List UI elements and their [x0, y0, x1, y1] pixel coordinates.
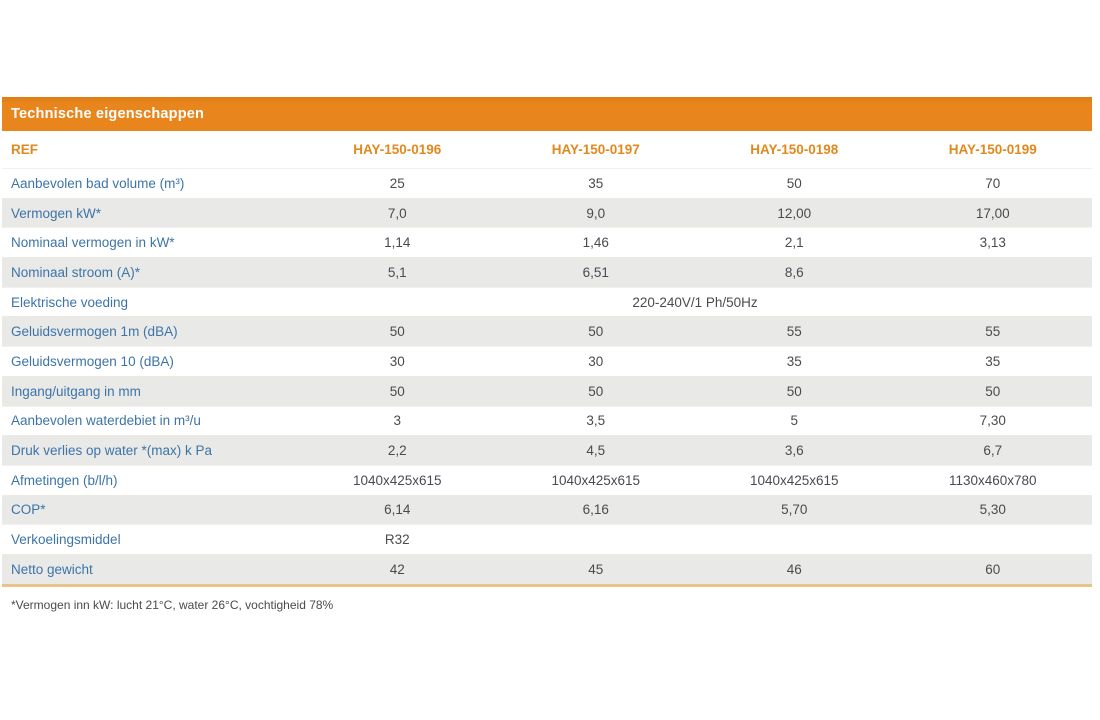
ref-header-row: REF HAY-150-0196 HAY-150-0197 HAY-150-01…: [2, 131, 1092, 168]
table-title-bar: Technische eigenschappen: [2, 97, 1092, 131]
row-label: Netto gewicht: [11, 561, 93, 577]
column-header: HAY-150-0196: [353, 142, 442, 157]
table-row: Geluidsvermogen 10 (dBA) 30 30 35 35: [2, 346, 1092, 376]
cell-value: 1130x460x780: [948, 472, 1037, 488]
table-row: COP* 6,14 6,16 5,70 5,30: [2, 494, 1092, 525]
cell-value: 9,0: [586, 205, 606, 221]
table-row: Geluidsvermogen 1m (dBA) 50 50 55 55: [2, 316, 1092, 347]
cell-value: 7,0: [387, 205, 407, 221]
cell-value: 1040x425x615: [551, 472, 641, 488]
cell-value: 6,14: [384, 502, 411, 518]
table-row: Verkoelingsmiddel R32: [2, 524, 1092, 554]
row-label: Elektrische voeding: [11, 294, 129, 310]
table-body: Aanbevolen bad volume (m³) 25 35 50 70 Vermog…: [2, 168, 1092, 587]
cell-value: 2,2: [387, 443, 407, 459]
cell-value: 35: [985, 353, 1001, 369]
cell-value: 42: [389, 561, 405, 577]
row-label: Druk verlies op water *(max) k Pa: [11, 443, 213, 459]
cell-value: 6,16: [582, 502, 609, 518]
row-label: Nominaal stroom (A)*: [11, 264, 141, 280]
cell-value: 55: [985, 324, 1001, 340]
cell-value: 1,14: [384, 235, 411, 251]
cell-value: 30: [588, 353, 604, 369]
cell-value: 1,46: [582, 235, 609, 251]
cell-value: 8,6: [784, 264, 804, 280]
cell-value: 50: [389, 324, 405, 340]
cell-value: 45: [588, 561, 604, 577]
table-row: Netto gewicht 42 45 46 60: [2, 553, 1092, 584]
cell-value: 5: [790, 413, 798, 429]
table-row: Vermogen kW* 7,0 9,0 12,00 17,00: [2, 197, 1092, 228]
cell-value: 5,30: [979, 502, 1006, 518]
table-row: Druk verlies op water *(max) k Pa 2,2 4,5 3…: [2, 435, 1092, 465]
cell-value: 5,70: [781, 502, 808, 518]
table-row: Elektrische voeding 220-240V/1 Ph/50Hz: [2, 286, 1092, 317]
cell-value: 50: [786, 383, 802, 399]
cell-value: 55: [786, 324, 802, 340]
cell-value: 17,00: [975, 205, 1010, 221]
table-row: Afmetingen (b/l/h) 1040x425x615 1040x425x6…: [2, 464, 1092, 495]
row-label: Aanbevolen waterdebiet in m³/u: [11, 413, 201, 429]
cell-value: 30: [389, 353, 405, 369]
column-header: HAY-150-0197: [551, 142, 640, 157]
cell-value: 50: [389, 383, 405, 399]
cell-value: 70: [985, 175, 1001, 191]
row-label: Afmetingen (b/l/h): [11, 472, 118, 488]
spec-table: Technische eigenschappen REF HAY-150-019…: [2, 97, 1092, 612]
row-label: Nominaal vermogen in kW*: [11, 235, 175, 251]
row-label: Geluidsvermogen 10 (dBA): [11, 353, 174, 369]
row-label: Geluidsvermogen 1m (dBA): [11, 324, 178, 340]
row-label: Vermogen kW*: [11, 205, 102, 221]
table-row: Aanbevolen bad volume (m³) 25 35 50 70: [2, 168, 1092, 198]
cell-value: 60: [985, 561, 1001, 577]
cell-value: R32: [384, 532, 410, 548]
row-label: Verkoelingsmiddel: [11, 532, 121, 548]
cell-value: 2,1: [784, 235, 804, 251]
cell-value: 35: [588, 175, 604, 191]
cell-value: 3,5: [586, 413, 606, 429]
cell-value: 1040x425x615: [352, 472, 442, 488]
cell-value: 3,6: [784, 443, 804, 459]
cell-value: 3,13: [979, 235, 1006, 251]
table-row: Ingang/uitgang in mm 50 50 50 50: [2, 375, 1092, 406]
cell-value: 1040x425x615: [749, 472, 839, 488]
footnote: *Vermogen inn kW: lucht 21°C, water 26°C…: [11, 597, 334, 612]
table-row: Nominaal stroom (A)* 5,1 6,51 8,6: [2, 257, 1092, 287]
cell-value: 50: [786, 175, 802, 191]
column-header: HAY-150-0199: [948, 142, 1037, 157]
cell-value: 6,51: [582, 264, 609, 280]
table-row: Nominaal vermogen in kW* 1,14 1,46 2,1 3,13: [2, 227, 1092, 258]
cell-value: 35: [786, 353, 802, 369]
cell-value: 5,1: [387, 264, 407, 280]
cell-value: 50: [588, 383, 604, 399]
cell-value: 6,7: [983, 443, 1003, 459]
cell-value: 4,5: [586, 443, 606, 459]
cell-value: 50: [588, 324, 604, 340]
row-label: COP*: [11, 502, 46, 518]
cell-value: 50: [985, 383, 1001, 399]
cell-value: 12,00: [777, 205, 812, 221]
ref-label: REF: [11, 142, 38, 157]
cell-value: 3: [393, 413, 401, 429]
row-label: Ingang/uitgang in mm: [11, 383, 141, 399]
cell-value: 7,30: [979, 413, 1006, 429]
cell-value-span: 220-240V/1 Ph/50Hz: [632, 294, 758, 310]
row-label: Aanbevolen bad volume (m³): [11, 175, 185, 191]
cell-value: 25: [389, 175, 405, 191]
cell-value: 46: [786, 561, 802, 577]
column-header: HAY-150-0198: [750, 142, 839, 157]
table-row: Aanbevolen waterdebiet in m³/u 3 3,5 5 7,30: [2, 405, 1092, 436]
